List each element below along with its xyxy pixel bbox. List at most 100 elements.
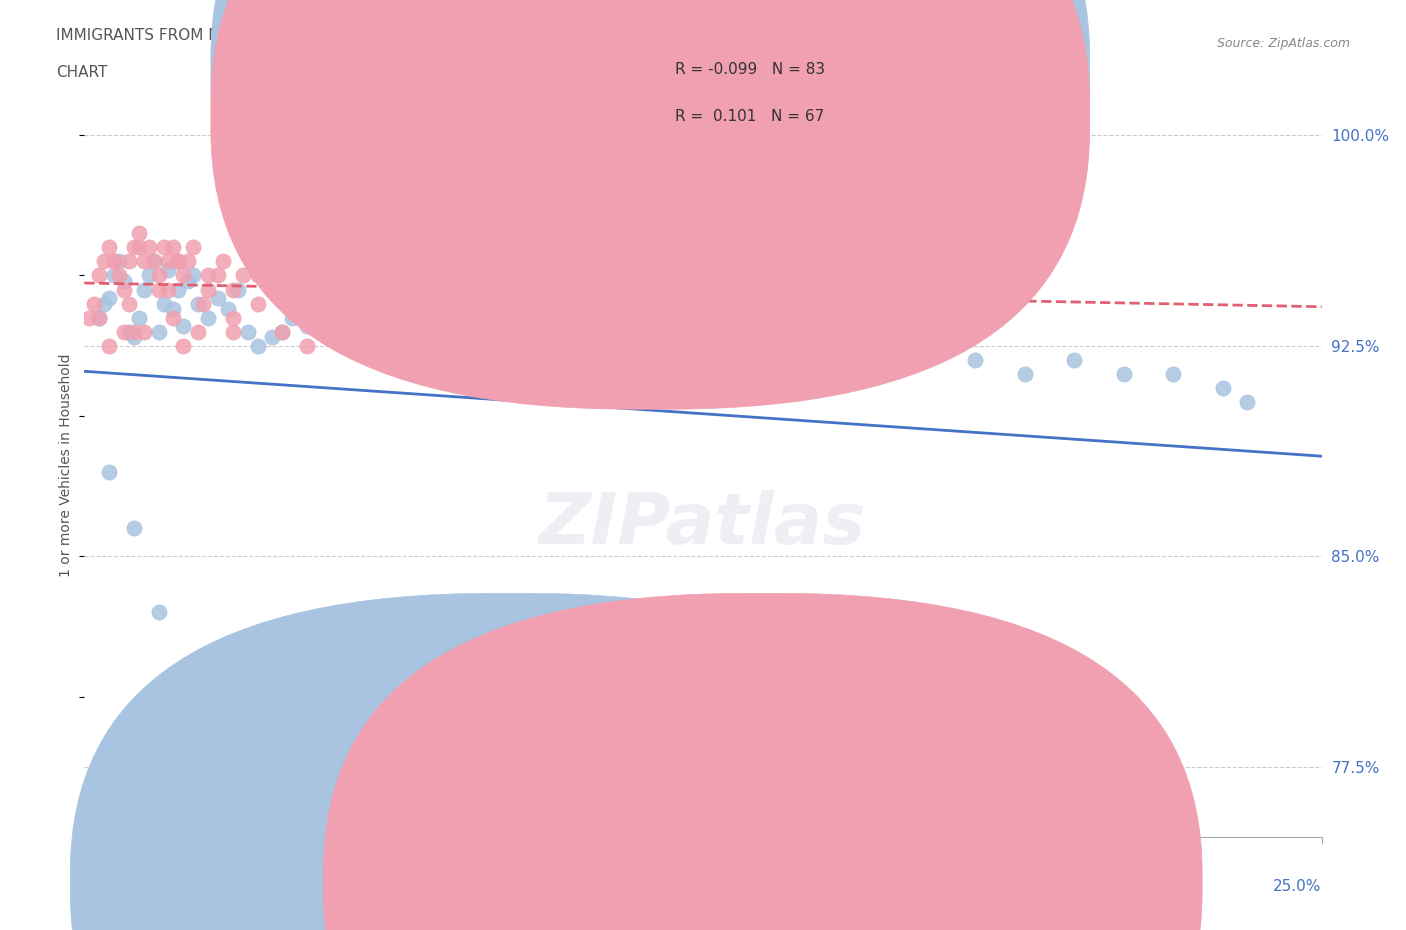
Point — [222, 689, 245, 704]
Point — [187, 325, 209, 339]
Point — [519, 254, 541, 269]
Text: R = -0.099   N = 83: R = -0.099 N = 83 — [675, 62, 825, 77]
Point — [914, 339, 936, 353]
Point — [142, 254, 165, 269]
Point — [79, 311, 101, 325]
Text: R =  0.101   N = 67: R = 0.101 N = 67 — [675, 109, 824, 124]
Point — [197, 282, 219, 297]
Point — [172, 319, 194, 334]
Point — [112, 282, 135, 297]
Point — [172, 661, 194, 676]
Point — [370, 745, 392, 760]
Point — [593, 339, 616, 353]
Point — [181, 240, 204, 255]
Point — [138, 240, 160, 255]
Point — [470, 296, 492, 311]
Point — [494, 319, 516, 334]
Point — [311, 296, 333, 311]
Point — [271, 717, 294, 732]
Point — [1112, 366, 1135, 381]
Point — [346, 296, 368, 311]
Point — [419, 319, 441, 334]
Point — [122, 325, 145, 339]
Point — [98, 240, 121, 255]
Point — [399, 311, 422, 325]
Point — [419, 268, 441, 283]
Point — [385, 330, 408, 345]
Point — [841, 339, 863, 353]
Point — [207, 268, 229, 283]
Point — [112, 325, 135, 339]
Point — [207, 290, 229, 305]
Point — [222, 325, 245, 339]
Point — [360, 311, 382, 325]
Point — [568, 325, 591, 339]
Point — [108, 268, 131, 283]
Point — [132, 254, 155, 269]
Point — [295, 254, 318, 269]
Point — [519, 807, 541, 822]
Point — [370, 268, 392, 283]
Point — [222, 282, 245, 297]
Point — [112, 273, 135, 288]
Point — [444, 254, 467, 269]
Point — [89, 311, 111, 325]
Point — [162, 240, 184, 255]
Point — [454, 301, 477, 316]
Point — [83, 296, 105, 311]
Point — [172, 268, 194, 283]
Point — [295, 319, 318, 334]
Point — [128, 226, 150, 241]
Point — [118, 254, 141, 269]
Point — [167, 254, 190, 269]
Point — [434, 296, 457, 311]
Point — [346, 301, 368, 316]
Point — [434, 325, 457, 339]
Point — [162, 301, 184, 316]
Point — [470, 311, 492, 325]
Point — [1063, 352, 1085, 367]
Point — [617, 745, 640, 760]
Point — [321, 311, 343, 325]
Point — [128, 240, 150, 255]
Point — [132, 282, 155, 297]
Point — [346, 282, 368, 297]
Point — [122, 330, 145, 345]
Point — [470, 807, 492, 822]
Point — [865, 352, 887, 367]
Point — [148, 268, 170, 283]
Point — [89, 311, 111, 325]
Point — [122, 521, 145, 536]
Point — [246, 296, 269, 311]
Text: 0.0%: 0.0% — [84, 879, 124, 894]
Point — [157, 282, 180, 297]
Point — [666, 325, 689, 339]
Point — [1014, 366, 1036, 381]
Text: IMMIGRANTS FROM NICARAGUA VS IMMIGRANTS FROM AFGHANISTAN 1 OR MORE VEHICLES IN H: IMMIGRANTS FROM NICARAGUA VS IMMIGRANTS … — [56, 28, 998, 43]
Point — [128, 311, 150, 325]
Point — [1212, 380, 1234, 395]
Text: CHART: CHART — [56, 65, 108, 80]
Point — [197, 268, 219, 283]
Point — [321, 282, 343, 297]
Point — [643, 330, 665, 345]
Point — [321, 731, 343, 746]
Point — [172, 339, 194, 353]
Text: Immigrants from Afghanistan: Immigrants from Afghanistan — [787, 875, 991, 890]
Point — [246, 268, 269, 283]
Text: ZIPatlas: ZIPatlas — [540, 490, 866, 559]
Point — [167, 254, 190, 269]
Text: Source: ZipAtlas.com: Source: ZipAtlas.com — [1216, 37, 1350, 50]
Point — [222, 311, 245, 325]
Point — [98, 465, 121, 480]
Point — [142, 254, 165, 269]
Point — [271, 268, 294, 283]
Point — [330, 290, 353, 305]
Point — [122, 240, 145, 255]
Point — [162, 311, 184, 325]
Point — [148, 604, 170, 619]
Point — [1161, 366, 1184, 381]
Text: Immigrants from Nicaragua: Immigrants from Nicaragua — [534, 875, 725, 890]
Point — [138, 268, 160, 283]
Point — [519, 325, 541, 339]
